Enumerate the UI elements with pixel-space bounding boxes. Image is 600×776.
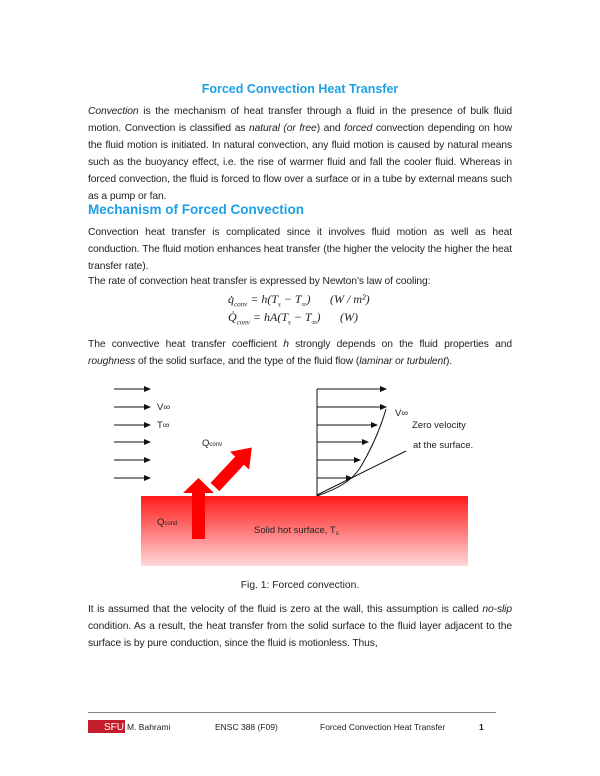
tangent-line <box>316 450 407 496</box>
v-inf-left-label: V∞ <box>157 402 170 413</box>
text-run: of the solid surface, and the type of th… <box>135 356 360 367</box>
emphasis-text: forced <box>344 123 373 134</box>
equation-heat-flux: q̇conv = h(Ts − T∞) (W / m²) <box>228 292 370 309</box>
velocity-profile-curve <box>316 408 387 497</box>
text-run: condition. As a result, the heat transfe… <box>88 621 512 649</box>
zero-velocity-label-line2: at the surface. <box>413 440 473 451</box>
text-run: Convection heat transfer is complicated … <box>88 227 512 272</box>
page-title: Forced Convection Heat Transfer <box>201 82 399 96</box>
text-run: convection depending on how the fluid mo… <box>88 123 512 202</box>
emphasis-text: Convection <box>88 106 139 117</box>
emphasis-text: no-slip <box>482 604 512 615</box>
freestream-arrows <box>114 386 151 481</box>
text-run: strongly depends on the fluid properties… <box>288 339 512 350</box>
emphasis-text: h <box>283 339 289 350</box>
t-inf-label: T∞ <box>157 420 170 431</box>
text-run: ). <box>445 356 453 367</box>
paragraph-no-slip: It is assumed that the velocity of the f… <box>88 601 512 652</box>
footer-page-number: 1 <box>479 722 484 732</box>
forced-convection-figure: V∞ T∞ Qconv Qcond Solid hot surface, Ts … <box>114 386 473 566</box>
paragraph-newton: The rate of convection heat transfer is … <box>88 273 512 290</box>
figure-caption: Fig. 1: Forced convection. <box>240 580 360 591</box>
text-run: It is assumed that the velocity of the f… <box>88 604 483 615</box>
text-run: The rate of convection heat transfer is … <box>88 276 431 287</box>
emphasis-text: laminar or turbulent <box>359 356 446 367</box>
equation-unit: (W / m²) <box>330 292 370 306</box>
surface-label: Solid hot surface, Ts <box>254 525 339 537</box>
velocity-profile-arrows <box>317 386 387 481</box>
q-cond-arrow <box>183 478 214 539</box>
emphasis-text: natural (or free <box>249 123 317 134</box>
zero-velocity-label: Zero velocity <box>412 420 466 431</box>
equation-heat-rate: Q̇conv = hA(Ts − T∞) (W) <box>228 310 358 327</box>
q-cond-label: Qcond <box>157 517 177 528</box>
footer-course: ENSC 388 (F09) <box>215 722 278 732</box>
v-inf-right-label: V∞ <box>395 408 408 419</box>
emphasis-text: roughness <box>88 356 136 367</box>
text-run: is the mechanism of heat transfer throug… <box>88 106 512 134</box>
text-run: The convective heat transfer coefficient <box>88 339 284 350</box>
section-heading: Mechanism of Forced Convection <box>88 202 305 217</box>
paragraph-coefficient: The convective heat transfer coefficient… <box>88 336 512 370</box>
footer-divider <box>88 712 496 713</box>
paragraph-intro: Convection is the mechanism of heat tran… <box>88 103 512 205</box>
q-conv-arrow <box>210 447 252 492</box>
footer-author: M. Bahrami <box>127 722 171 732</box>
q-conv-label: Qconv <box>202 438 222 449</box>
equation-unit: (W) <box>340 310 358 324</box>
sfu-logo: SFU <box>88 720 125 733</box>
text-run: ) and <box>316 123 345 134</box>
footer-topic: Forced Convection Heat Transfer <box>320 722 446 732</box>
paragraph-mechanism: Convection heat transfer is complicated … <box>88 224 512 275</box>
